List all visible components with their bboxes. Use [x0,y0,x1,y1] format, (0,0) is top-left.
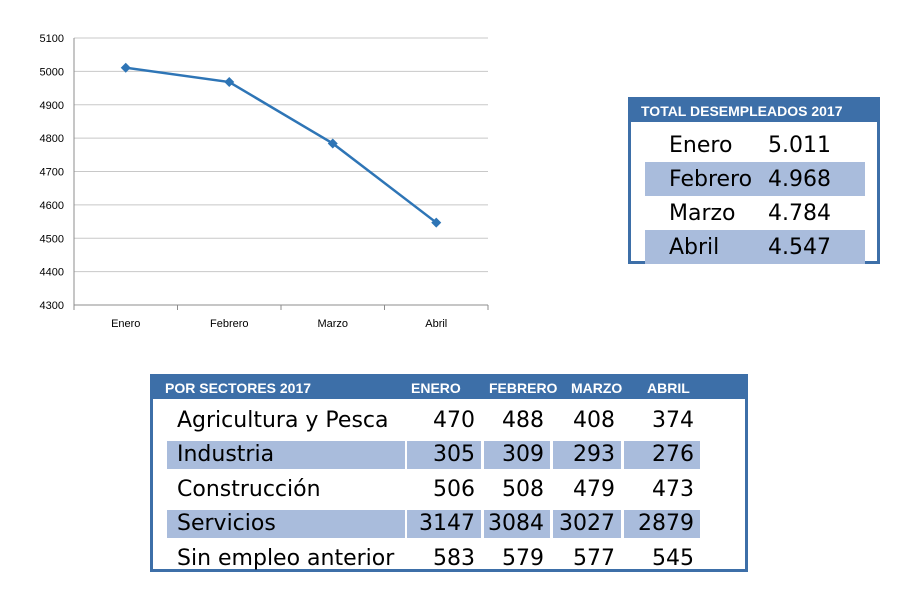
sector-value: 309 [502,442,544,468]
table-row: Industria 305 309 293 276 [153,438,745,473]
total-row-month: Abril [669,234,720,260]
row-shade [167,440,405,469]
y-tick-label: 4500 [40,233,64,245]
sector-name: Sin empleo anterior [177,545,395,571]
table-row: Servicios 3147 3084 3027 2879 [153,507,745,542]
y-tick-label: 4300 [40,300,64,312]
data-point-marker [327,138,338,149]
y-tick-label: 4700 [40,167,64,179]
row-shade [484,440,550,469]
data-point-marker [224,77,235,88]
total-row-enero: Enero 5.011 [645,128,865,162]
sector-value: 293 [573,442,615,468]
sector-value: 577 [573,545,615,571]
table-row: Agricultura y Pesca 470 488 408 374 [153,403,745,438]
total-row-month: Febrero [669,166,753,192]
unemployment-line-chart: 4300 4400 4500 4600 4700 4800 4900 5000 5100 Ener… [40,33,489,330]
total-row-month: Marzo [669,200,736,226]
total-row-value: 5.011 [768,132,831,158]
sector-name: Agricultura y Pesca [177,407,389,433]
total-row-month: Enero [669,132,733,158]
sector-value: 479 [573,476,615,502]
column-header-abril: ABRIL [647,380,690,396]
sector-value: 470 [433,407,475,433]
x-tick-label: Febrero [210,318,249,330]
table-row: Construcción 506 508 479 473 [153,472,745,507]
sector-value: 276 [652,442,694,468]
sector-name: Servicios [177,511,276,537]
column-header-febrero: FEBRERO [489,380,558,396]
x-tick-label: Abril [425,318,447,330]
sector-name: Construcción [177,476,321,502]
sector-value: 506 [433,476,475,502]
column-header-marzo: MARZO [571,380,623,396]
y-tick-label: 5100 [40,33,64,45]
row-shade [624,440,700,469]
x-tick-label: Marzo [317,318,348,330]
sector-value: 305 [433,442,475,468]
sector-table-title: POR SECTORES 2017 [165,380,312,396]
total-row-abril: Abril 4.547 [645,230,865,264]
total-row-febrero: Febrero 4.968 [645,162,865,196]
total-row-value: 4.784 [768,200,831,226]
data-point-marker [431,217,442,228]
column-header-enero: ENERO [411,380,461,396]
sector-value: 3147 [419,511,475,537]
sector-rows: Agricultura y Pesca 470 488 408 374 Industria… [153,399,745,576]
row-shade [407,440,481,469]
series-line [125,66,438,224]
sector-value: 3084 [488,511,544,537]
sector-value: 579 [502,545,544,571]
total-unemployed-table: TOTAL DESEMPLEADOS 2017 Enero 5.011 Febr… [628,97,880,264]
sector-value: 3027 [559,511,615,537]
sector-value: 408 [573,407,615,433]
y-tick-label: 5000 [40,66,64,78]
sector-value: 583 [433,545,475,571]
data-point-marker [120,62,131,73]
row-shade [553,509,621,538]
sector-value: 545 [652,545,694,571]
sector-value: 473 [652,476,694,502]
row-shade [407,509,481,538]
total-row-value: 4.547 [768,234,831,260]
sector-table: POR SECTORES 2017 ENERO FEBRERO MARZO AB… [150,374,748,572]
sector-value: 374 [652,407,694,433]
total-row-marzo: Marzo 4.784 [645,196,865,230]
row-shade [553,440,621,469]
total-row-value: 4.968 [768,166,831,192]
row-shade [624,509,700,538]
row-shade [167,509,405,538]
table-row: Sin empleo anterior 583 579 577 545 [153,541,745,576]
x-tick-label: Enero [111,318,140,330]
sector-name: Industria [177,442,275,468]
sector-value: 508 [502,476,544,502]
total-table-title: TOTAL DESEMPLEADOS 2017 [631,100,877,122]
row-shade [484,509,550,538]
y-tick-label: 4900 [40,100,64,112]
sector-table-header: POR SECTORES 2017 ENERO FEBRERO MARZO AB… [153,377,745,399]
sector-value: 2879 [638,511,694,537]
y-tick-label: 4600 [40,200,64,212]
sector-value: 488 [502,407,544,433]
y-tick-label: 4400 [40,267,64,279]
y-tick-label: 4800 [40,133,64,145]
